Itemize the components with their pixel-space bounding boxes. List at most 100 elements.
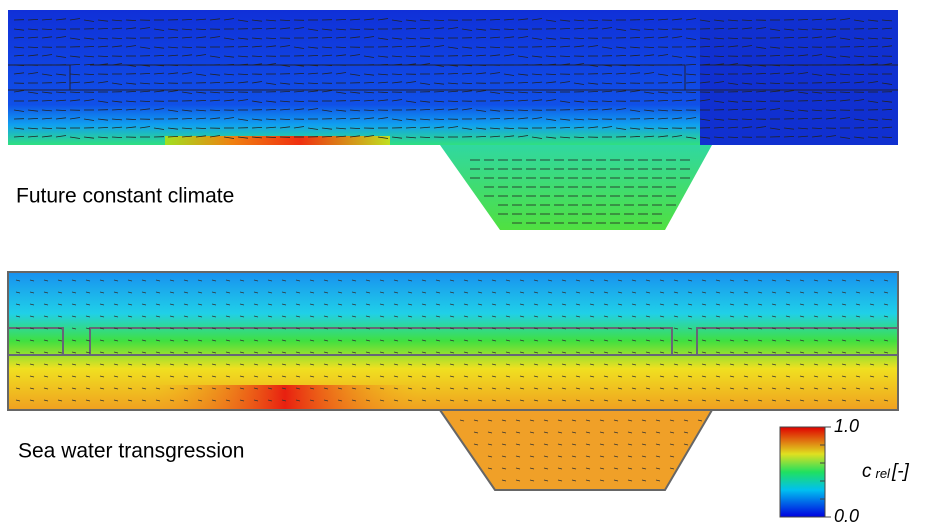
arrow — [741, 45, 753, 48]
arrow — [713, 55, 725, 57]
arrow — [517, 55, 529, 58]
arrow — [153, 108, 165, 111]
arrow — [449, 399, 455, 402]
arrow — [27, 19, 39, 21]
arrow — [55, 55, 67, 58]
arrow — [799, 291, 805, 294]
arrow — [615, 82, 627, 84]
arrow — [223, 73, 235, 76]
arrow — [237, 19, 249, 22]
arrow — [543, 419, 549, 422]
arrow — [573, 19, 585, 22]
arrow — [543, 467, 549, 470]
arrow — [99, 399, 105, 402]
arrow — [531, 37, 543, 40]
arrow — [153, 90, 165, 93]
arrow — [407, 387, 413, 390]
arrow — [743, 375, 749, 378]
arrow — [757, 339, 763, 342]
arrow — [307, 55, 319, 57]
arrow — [543, 455, 549, 458]
arrow — [279, 91, 291, 93]
arrow — [15, 303, 21, 306]
arrow — [111, 37, 123, 39]
colorbar-ramp — [779, 426, 826, 518]
arrow — [71, 363, 77, 366]
arrow — [659, 387, 665, 390]
arrow — [169, 363, 175, 366]
arrow — [463, 339, 469, 342]
arrow — [855, 351, 861, 354]
arrow — [155, 351, 161, 354]
arrow — [841, 339, 847, 342]
arrow — [755, 100, 767, 102]
arrow — [855, 291, 861, 294]
arrow — [225, 351, 231, 354]
arrow — [811, 127, 823, 129]
arrow — [881, 118, 893, 121]
arrow — [811, 91, 823, 94]
arrow — [701, 399, 707, 402]
arrow — [503, 127, 515, 129]
arrow — [13, 90, 25, 93]
arrow — [209, 91, 221, 94]
arrow — [559, 37, 571, 40]
arrow — [687, 363, 693, 366]
arrow — [379, 399, 385, 402]
arrow — [613, 479, 619, 482]
trench — [438, 409, 714, 491]
arrow — [309, 291, 315, 294]
arrow — [435, 399, 441, 402]
arrow — [771, 339, 777, 342]
arrow — [487, 431, 493, 434]
arrow — [475, 109, 487, 112]
arrow — [127, 363, 133, 366]
arrow — [729, 327, 735, 330]
arrow — [869, 315, 875, 318]
arrow — [589, 339, 595, 342]
arrow — [99, 351, 105, 354]
arrow — [517, 99, 529, 102]
arrow — [505, 375, 511, 378]
arrow — [673, 315, 679, 318]
arrow — [631, 327, 637, 330]
arrow — [713, 19, 725, 22]
arrow — [167, 136, 179, 138]
arrow — [883, 279, 889, 282]
arrow — [281, 387, 287, 390]
arrow — [349, 135, 361, 138]
arrow — [279, 19, 291, 21]
arrow — [743, 279, 749, 282]
arrow — [587, 91, 599, 93]
arrow — [141, 303, 147, 306]
arrow — [337, 351, 343, 354]
arrow — [841, 303, 847, 306]
arrow — [641, 479, 647, 482]
arrow — [783, 109, 795, 112]
arrow — [627, 479, 633, 482]
arrow — [239, 291, 245, 294]
arrow — [699, 118, 711, 121]
arrow — [531, 99, 543, 102]
arrow — [687, 303, 693, 306]
arrow — [391, 55, 403, 58]
arrow — [757, 399, 763, 402]
arrow — [195, 54, 207, 57]
arrow — [673, 363, 679, 366]
arrow — [477, 303, 483, 306]
arrow — [841, 315, 847, 318]
arrow — [771, 303, 777, 306]
arrow — [487, 443, 493, 446]
arrow — [557, 467, 563, 470]
arrow — [419, 100, 431, 103]
arrow — [869, 279, 875, 282]
arrow — [419, 19, 431, 22]
arrow — [407, 363, 413, 366]
arrow — [601, 126, 613, 129]
arrow — [543, 431, 549, 434]
arrow — [41, 135, 53, 138]
arrow — [281, 351, 287, 354]
arrow — [519, 351, 525, 354]
arrow — [531, 91, 543, 93]
arrow — [783, 37, 795, 39]
